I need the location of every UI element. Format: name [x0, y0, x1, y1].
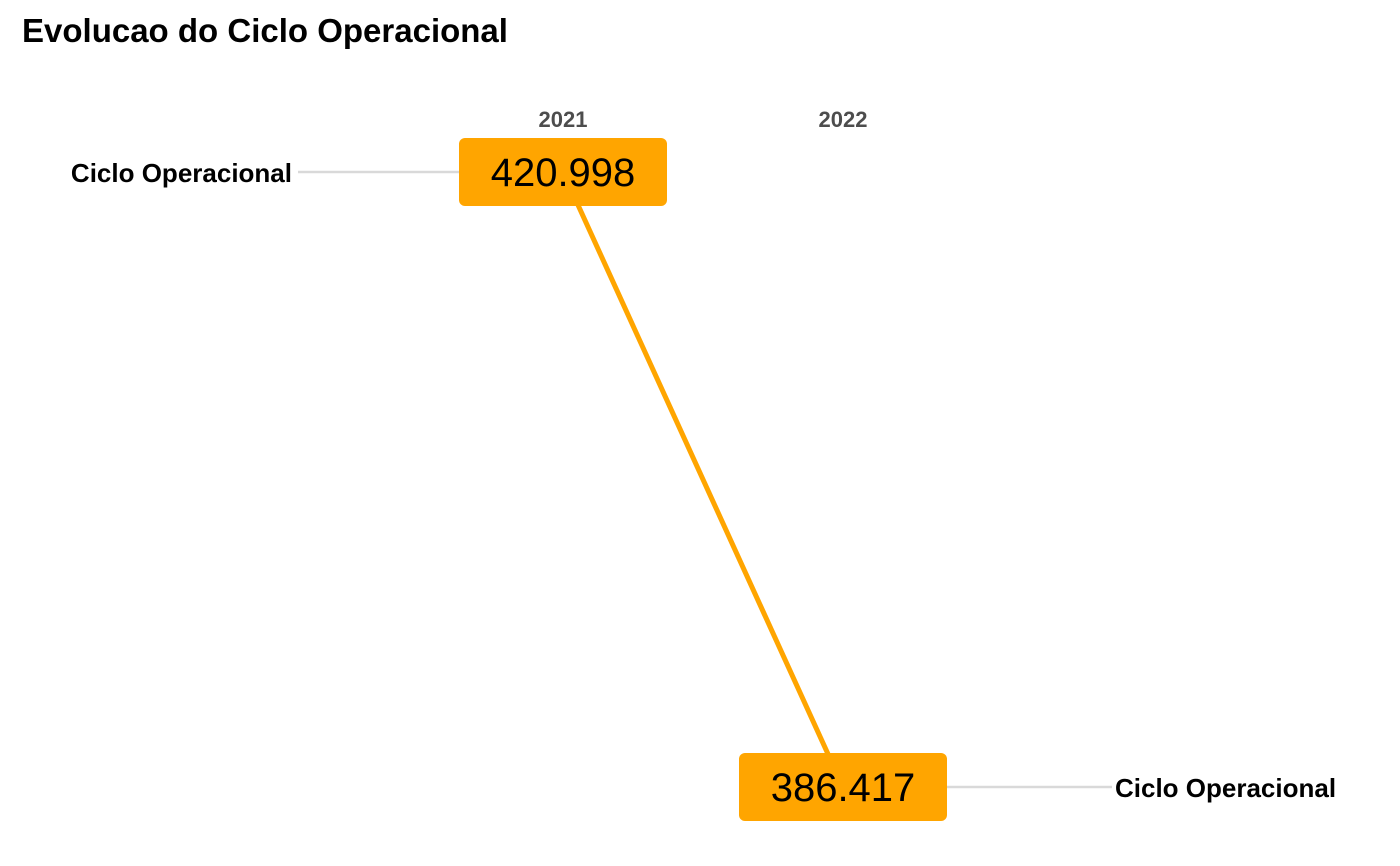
series-line [560, 170, 846, 789]
x-tick-label-2021: 2021 [539, 107, 588, 132]
right-series-label: Ciclo Operacional [1115, 773, 1336, 803]
value-label-2021: 420.998 [491, 151, 636, 195]
left-series-label: Ciclo Operacional [71, 158, 292, 188]
series-marks: 420.998 386.417 [459, 138, 947, 821]
x-tick-label-2022: 2022 [819, 107, 868, 132]
chart-title: Evolucao do Ciclo Operacional [22, 12, 508, 49]
value-label-box-2022 [739, 753, 947, 821]
value-label-box-2021 [459, 138, 667, 206]
value-label-2022: 386.417 [771, 766, 916, 810]
